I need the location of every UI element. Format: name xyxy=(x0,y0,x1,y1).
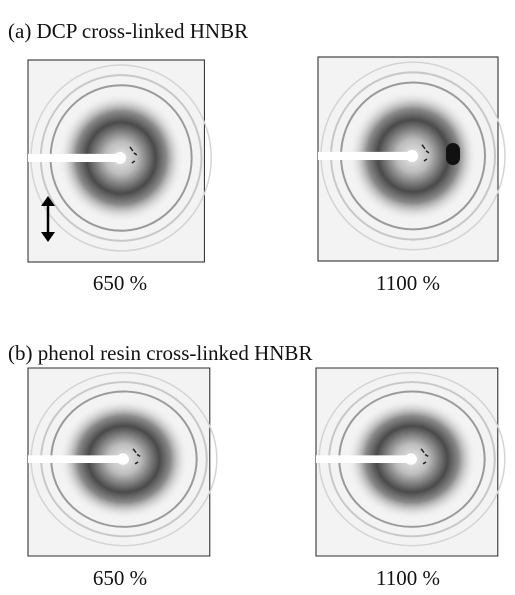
panel-title: (a) DCP cross-linked HNBR xyxy=(8,19,248,43)
diffraction-image xyxy=(28,60,211,262)
panel-title: (b) phenol resin cross-linked HNBR xyxy=(8,341,312,365)
diffraction-image xyxy=(28,368,217,556)
image-label: 1100 % xyxy=(376,271,440,295)
image-label: 650 % xyxy=(93,271,147,295)
diffraction-image xyxy=(318,57,505,261)
stretch-arrow xyxy=(41,196,55,242)
reflection xyxy=(446,143,460,165)
diffraction-image xyxy=(316,368,505,556)
image-label: 650 % xyxy=(93,566,147,590)
image-label: 1100 % xyxy=(376,566,440,590)
